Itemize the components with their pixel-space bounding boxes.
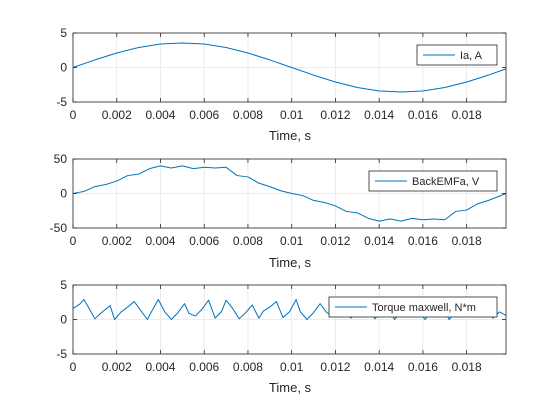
subplot-backemf-xtick-label-6: 0.012 [320, 234, 350, 248]
subplot-backemf-xtick-label-3: 0.006 [189, 234, 219, 248]
subplot-ia: 0 0.002 0.004 0.006 0.008 0.01 0.012 0.014 0.016… [56, 26, 507, 143]
subplot-backemf-legend-box [368, 170, 498, 192]
subplot-backemf-series-line-0 [72, 165, 507, 222]
subplot-ia-xtick-label-5: 0.01 [280, 108, 304, 122]
subplot-ia-legend: Ia, A [416, 44, 498, 66]
subplot-backemf-xtick-label-5: 0.01 [280, 234, 304, 248]
subplot-backemf-xtick-label-4: 0.008 [233, 234, 263, 248]
subplot-torque-xtick-label-7: 0.014 [364, 360, 394, 374]
subplot-backemf-xtick-label-1: 0.002 [102, 234, 132, 248]
subplot-backemf-xtick-label-2: 0.004 [145, 234, 175, 248]
subplot-torque-xlabel: Time, s [269, 380, 312, 395]
subplot-torque: 0 0.002 0.004 0.006 0.008 0.01 0.012 0.014 0.016… [56, 278, 507, 395]
subplot-torque-xtick-label-4: 0.008 [233, 360, 263, 374]
subplot-backemf-legend: BackEMFa, V [368, 170, 498, 192]
subplot-ia-legend-label: Ia, A [460, 50, 483, 62]
subplot-torque-xtick-label-9: 0.018 [452, 360, 482, 374]
subplot-ia-xtick-label-2: 0.004 [145, 108, 175, 122]
subplot-ia-xtick-label-7: 0.014 [364, 108, 394, 122]
subplot-ia-ytick-label-0: -5 [56, 95, 67, 109]
subplot-torque-plot-area: 0 0.002 0.004 0.006 0.008 0.01 0.012 0.014 0.016… [56, 278, 507, 374]
subplot-backemf-xtick-label-7: 0.014 [364, 234, 394, 248]
subplot-ia-xtick-label-9: 0.018 [452, 108, 482, 122]
subplot-ia-xtick-label-8: 0.016 [408, 108, 438, 122]
subplot-backemf-plot-area: 0 0.002 0.004 0.006 0.008 0.01 0.012 0.014 0.016… [50, 152, 507, 248]
subplot-ia-ytick-label-1: 0 [60, 61, 67, 75]
subplot-backemf-xtick-label-9: 0.018 [452, 234, 482, 248]
subplot-backemf-ytick-label-0: -50 [50, 221, 68, 235]
subplot-backemf-ytick-label-1: 0 [60, 187, 67, 201]
subplot-backemf: 0 0.002 0.004 0.006 0.008 0.01 0.012 0.014 0.016… [50, 152, 507, 270]
subplot-backemf-legend-label: BackEMFa, V [412, 176, 480, 188]
subplot-backemf-ytick-label-2: 50 [54, 152, 68, 166]
subplot-backemf-xlabel: Time, s [269, 255, 312, 270]
subplot-ia-xlabel: Time, s [269, 128, 312, 143]
subplot-ia-xtick-label-0: 0 [70, 108, 77, 122]
subplot-torque-xtick-label-5: 0.01 [280, 360, 304, 374]
subplot-torque-ytick-label-1: 0 [60, 313, 67, 327]
subplot-torque-legend-box [328, 296, 498, 318]
subplot-ia-ytick-label-2: 5 [60, 26, 67, 40]
subplot-ia-plot-area: 0 0.002 0.004 0.006 0.008 0.01 0.012 0.014 0.016… [56, 26, 507, 122]
subplot-ia-xtick-label-4: 0.008 [233, 108, 263, 122]
subplot-backemf-xtick-label-0: 0 [70, 234, 77, 248]
subplot-ia-xtick-label-3: 0.006 [189, 108, 219, 122]
subplot-torque-legend-label: Torque maxwell, N*m [372, 302, 476, 314]
subplot-torque-legend: Torque maxwell, N*m [328, 296, 498, 318]
subplot-torque-xtick-label-1: 0.002 [102, 360, 132, 374]
subplot-torque-ytick-label-2: 5 [60, 278, 67, 292]
subplot-ia-xtick-label-1: 0.002 [102, 108, 132, 122]
subplot-torque-xtick-label-6: 0.012 [320, 360, 350, 374]
subplot-torque-xtick-label-0: 0 [70, 360, 77, 374]
subplot-ia-xtick-label-6: 0.012 [320, 108, 350, 122]
subplot-torque-xtick-label-3: 0.006 [189, 360, 219, 374]
subplot-ia-series-line-0 [72, 42, 507, 93]
subplot-torque-xtick-label-2: 0.004 [145, 360, 175, 374]
subplot-torque-xtick-label-8: 0.016 [408, 360, 438, 374]
subplot-torque-ytick-label-0: -5 [56, 347, 67, 361]
subplot-ia-legend-box [416, 44, 498, 66]
subplot-backemf-xtick-label-8: 0.016 [408, 234, 438, 248]
